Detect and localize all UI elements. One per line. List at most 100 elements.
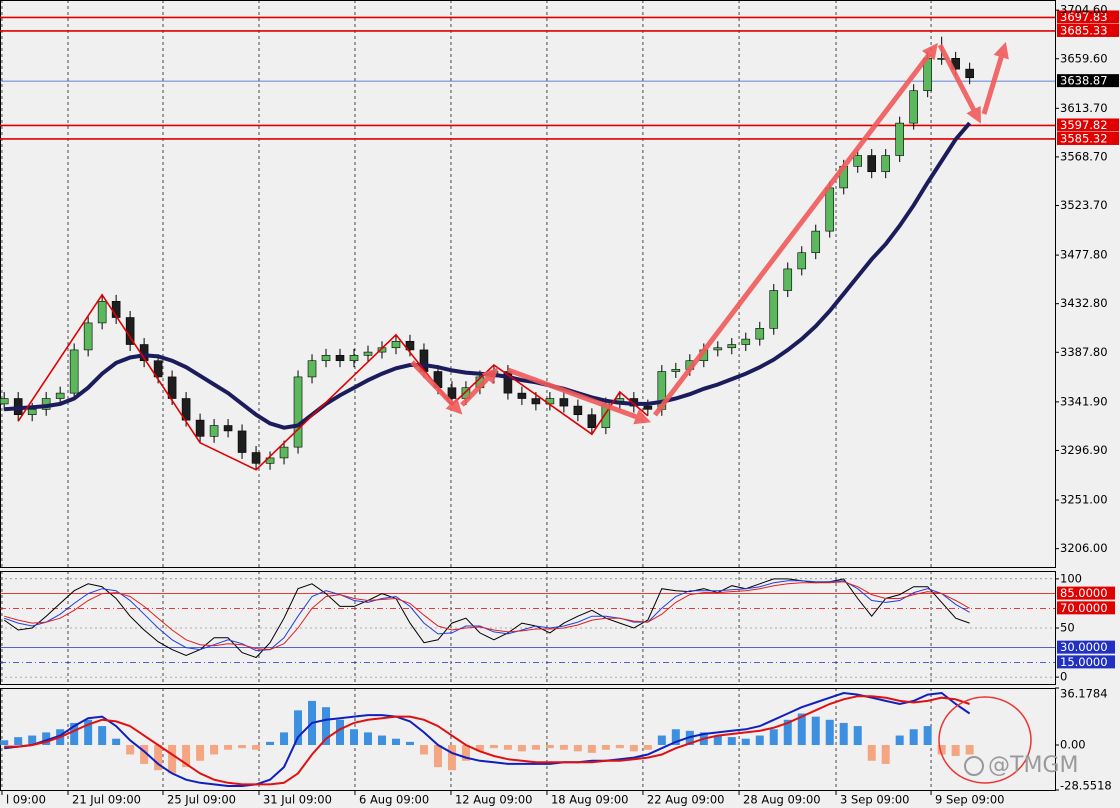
histogram-bar	[84, 719, 93, 746]
level-label: 85.0000	[1060, 586, 1108, 600]
histogram-bar	[755, 735, 764, 746]
candle-body	[825, 187, 835, 232]
candle-body	[713, 347, 723, 351]
histogram-bar	[224, 745, 233, 750]
x-tick-label: 12 Aug 09:00	[455, 793, 533, 807]
histogram-bar	[895, 735, 904, 746]
histogram-bar	[825, 719, 834, 746]
zigzag	[17, 293, 649, 471]
candle-body	[797, 252, 807, 270]
candle-body	[881, 155, 890, 173]
histogram-bar	[769, 729, 778, 746]
histogram-bar	[475, 745, 484, 752]
histogram-bar	[461, 745, 470, 761]
x-tick-label: 22 Aug 09:00	[647, 793, 725, 807]
histogram-bar	[783, 719, 792, 746]
oscillator-line	[4, 581, 970, 651]
histogram-bar	[545, 745, 554, 749]
x-tick-label: 3 Sep 09:00	[840, 793, 909, 807]
histogram-bar	[98, 726, 107, 746]
histogram-bar	[839, 722, 848, 746]
macd-line	[4, 695, 970, 786]
candle-body	[769, 290, 779, 329]
arrow	[507, 367, 652, 425]
y-tick-label: -28.5518	[1060, 779, 1112, 793]
histogram-bar	[909, 729, 918, 746]
histogram-bar	[965, 745, 974, 755]
histogram-bar	[168, 745, 177, 774]
y-tick-label: 36.1784	[1060, 687, 1108, 701]
arrow	[937, 43, 981, 124]
candle-body	[349, 355, 359, 362]
candle-body	[965, 68, 974, 79]
histogram-bar	[252, 745, 261, 750]
candle-body	[447, 387, 457, 399]
histogram-bar	[349, 729, 358, 746]
histogram-bar	[615, 745, 624, 749]
histogram-bar	[182, 745, 191, 768]
histogram-bar	[559, 745, 568, 750]
histogram-bar	[629, 745, 638, 752]
histogram-bar	[391, 738, 400, 746]
level-label: 30.0000	[1060, 640, 1108, 654]
histogram-bar	[937, 745, 946, 755]
histogram-bar	[196, 745, 205, 761]
candle-body	[909, 90, 918, 124]
candle-body	[223, 425, 233, 432]
price-level-box	[1057, 23, 1119, 37]
candle-body	[83, 322, 93, 351]
y-tick-label: 3206.00	[1060, 541, 1108, 555]
x-tick-label: 18 Aug 09:00	[551, 793, 629, 807]
y-tick-label: 0	[1060, 670, 1067, 684]
histogram-bar	[154, 745, 163, 771]
price-level-box	[1057, 118, 1119, 132]
histogram-bar	[531, 745, 540, 750]
candle-body	[741, 338, 751, 345]
price-level-label: 3638.87	[1060, 74, 1108, 88]
x-tick-label: 31 Jul 09:00	[263, 793, 332, 807]
histogram-bar	[811, 716, 820, 746]
histogram-bar	[126, 745, 135, 755]
level-label: 15.0000	[1060, 655, 1108, 669]
histogram-bar	[923, 726, 932, 746]
histogram-bar	[657, 735, 666, 746]
histogram-bar	[14, 737, 23, 746]
oscillator-line	[4, 580, 970, 652]
candle-body	[573, 405, 583, 416]
y-tick-label: 3659.60	[1060, 51, 1108, 65]
y-tick-label: 50	[1060, 620, 1075, 634]
price-level-label: 3685.33	[1060, 23, 1108, 37]
candle-body	[251, 452, 261, 464]
histogram-bar	[112, 738, 121, 746]
candle-body	[517, 392, 527, 399]
y-tick-label: 3251.00	[1060, 493, 1108, 507]
histogram-bar	[280, 732, 289, 746]
histogram-bar	[70, 722, 79, 746]
histogram-bar	[881, 745, 890, 764]
candle-body	[153, 360, 163, 378]
histogram-bar	[587, 745, 596, 753]
candle-body	[321, 355, 331, 362]
histogram-bar	[853, 726, 862, 746]
x-tick-label: 9 Sep 09:00	[935, 793, 1004, 807]
candle-body	[531, 398, 541, 405]
level-box	[1057, 655, 1115, 669]
candle-body	[167, 376, 177, 399]
y-tick-label: 3387.80	[1060, 345, 1108, 359]
y-tick-label: 0.00	[1060, 738, 1086, 752]
candle-body	[69, 349, 79, 394]
candle-body	[307, 360, 317, 378]
price-level-label: 3585.32	[1060, 131, 1108, 145]
histogram-bar	[867, 745, 876, 761]
histogram-bar	[419, 745, 428, 755]
arrow	[981, 41, 1009, 115]
y-tick-label: 3523.70	[1060, 198, 1108, 212]
candle-body	[727, 344, 737, 349]
histogram-bar	[140, 745, 149, 764]
y-tick-label: 3477.80	[1060, 248, 1108, 262]
candle-body	[55, 392, 65, 399]
candle-body	[279, 446, 289, 459]
macd-line	[4, 691, 971, 787]
candle-body	[853, 155, 863, 167]
